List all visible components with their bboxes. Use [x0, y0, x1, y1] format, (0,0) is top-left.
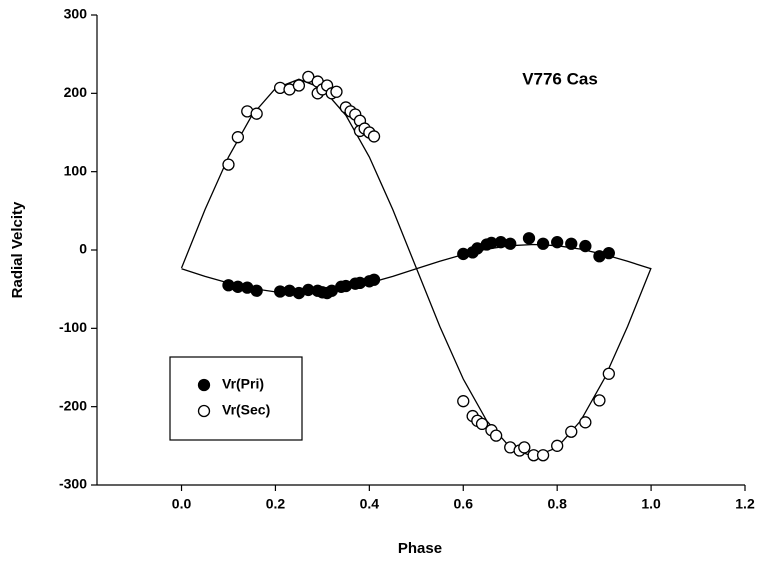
data-point — [489, 429, 503, 442]
data-point — [231, 131, 245, 144]
y-tick-label: -100 — [59, 319, 87, 335]
data-point — [579, 416, 592, 429]
data-point — [330, 85, 343, 98]
data-point — [551, 236, 564, 249]
data-point — [367, 273, 381, 286]
y-tick-label: -200 — [59, 397, 87, 413]
data-point — [536, 449, 550, 462]
legend-marker — [197, 404, 211, 418]
x-tick-label: 0.4 — [360, 496, 380, 512]
legend-label: Vr(Pri) — [222, 376, 264, 392]
data-point — [536, 237, 550, 250]
x-tick-label: 0.2 — [266, 496, 286, 512]
y-tick-label: 0 — [79, 241, 87, 257]
data-point — [367, 130, 381, 143]
legend-box — [169, 356, 303, 441]
data-point — [457, 395, 470, 408]
data-point — [522, 232, 536, 245]
data-point — [551, 439, 564, 452]
y-tick-label: 300 — [64, 6, 88, 22]
y-axis-label: Radial Velcity — [9, 201, 26, 298]
data-point — [475, 417, 489, 431]
data-point — [504, 237, 517, 250]
data-point — [250, 107, 263, 120]
data-point — [250, 284, 263, 297]
data-point — [602, 246, 615, 260]
data-point — [518, 441, 531, 454]
y-tick-label: 100 — [64, 162, 88, 178]
data-point — [292, 79, 306, 92]
x-tick-label: 1.2 — [735, 496, 755, 512]
data-point — [565, 425, 578, 438]
x-axis-label: Phase — [398, 540, 442, 557]
y-tick-label: -300 — [59, 476, 87, 492]
legend-label: Vr(Sec) — [222, 402, 270, 418]
legend: Vr(Pri) Vr(Sec) — [169, 356, 303, 441]
legend-marker — [197, 378, 211, 392]
data-point — [579, 239, 592, 253]
data-point — [565, 237, 578, 250]
x-tick-label: 0.6 — [454, 496, 474, 512]
x-tick-label: 0.8 — [547, 496, 567, 512]
data-point — [593, 394, 606, 407]
y-tick-label: 200 — [64, 84, 88, 100]
x-tick-label: 1.0 — [641, 496, 661, 512]
x-tick-label: 0.0 — [172, 496, 192, 512]
annotation: V776 Cas — [522, 69, 598, 88]
data-point — [222, 158, 235, 171]
data-point — [602, 367, 615, 380]
